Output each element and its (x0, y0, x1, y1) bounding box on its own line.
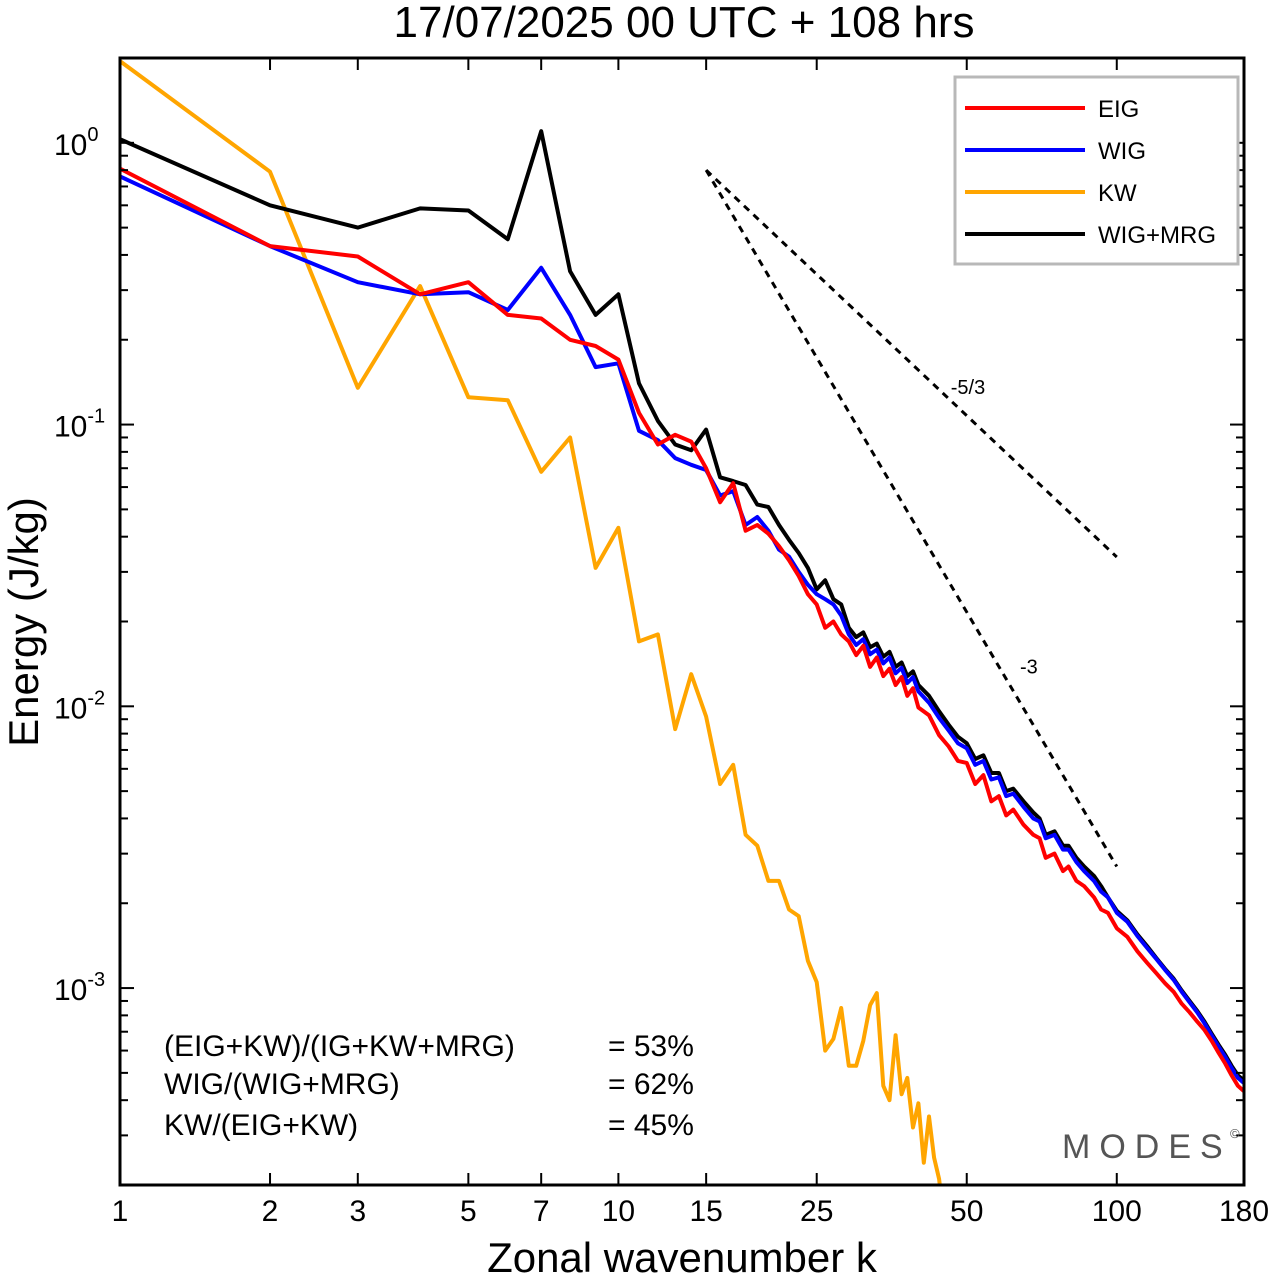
stats-label-1: (EIG+KW)/(IG+KW+MRG) (164, 1030, 515, 1063)
series-line-kw (120, 59, 942, 1185)
chart-title: 17/07/2025 00 UTC + 108 hrs (394, 0, 975, 47)
stats-value-1: = 53% (608, 1030, 694, 1063)
stats-value-2: = 62% (608, 1068, 694, 1101)
x-axis-label: Zonal wavenumber k (487, 1234, 878, 1281)
series-line-eig (120, 166, 1244, 1094)
x-tick-label: 5 (460, 1195, 477, 1228)
x-tick-label: 7 (533, 1195, 550, 1228)
x-tick-label: 1 (112, 1195, 129, 1228)
x-tick-label: 15 (689, 1195, 722, 1228)
y-tick-label: 10-2 (54, 687, 105, 725)
legend-label: WIG (1098, 138, 1146, 165)
series-layer (120, 59, 1244, 1185)
legend-label: WIG+MRG (1098, 222, 1216, 249)
y-tick-exponent: -3 (87, 969, 105, 991)
brand-logo: MODES © (1062, 1126, 1240, 1166)
slope-line-2 (704, 169, 1119, 868)
brand-text: MODES (1062, 1128, 1232, 1166)
x-tick-label: 2 (262, 1195, 279, 1228)
y-tick-exponent: 0 (87, 124, 98, 146)
x-tick-label: 25 (800, 1195, 833, 1228)
legend-label: KW (1098, 180, 1137, 207)
stats-label-3: KW/(EIG+KW) (164, 1109, 358, 1142)
legend-items: EIG WIG KW WIG+MRG (965, 96, 1216, 249)
stats-value-3: = 45% (608, 1109, 694, 1142)
x-tick-label: 50 (950, 1195, 983, 1228)
x-tick-label: 100 (1092, 1195, 1142, 1228)
series-line-wig-mrg (120, 129, 1244, 1083)
y-tick-exponent: -1 (87, 406, 105, 428)
reference-slopes: -5/3 -3 (704, 169, 1119, 868)
stats-label-2: WIG/(WIG+MRG) (164, 1068, 400, 1101)
slope-line-1 (705, 169, 1118, 559)
y-tick-exponent: -2 (87, 687, 105, 709)
x-tick-label: 180 (1219, 1195, 1269, 1228)
x-tick-label: 10 (602, 1195, 635, 1228)
y-axis-label: Energy (J/kg) (0, 497, 47, 747)
slope-label-2: -3 (1020, 656, 1038, 678)
legend-label: EIG (1098, 96, 1139, 123)
slope-label-1: -5/3 (951, 377, 985, 399)
y-tick-label: 10-3 (54, 969, 105, 1007)
plot-frame (118, 56, 1246, 1187)
legend: EIG WIG KW WIG+MRG (953, 75, 1240, 266)
y-tick-label: 10-1 (54, 406, 105, 444)
brand-copyright-mark: © (1230, 1126, 1240, 1141)
stats-annotation: (EIG+KW)/(IG+KW+MRG) = 53% WIG/(WIG+MRG)… (164, 1030, 694, 1142)
series-line-wig (120, 174, 1244, 1086)
y-tick-label: 100 (54, 124, 99, 162)
x-tick-label: 3 (349, 1195, 366, 1228)
